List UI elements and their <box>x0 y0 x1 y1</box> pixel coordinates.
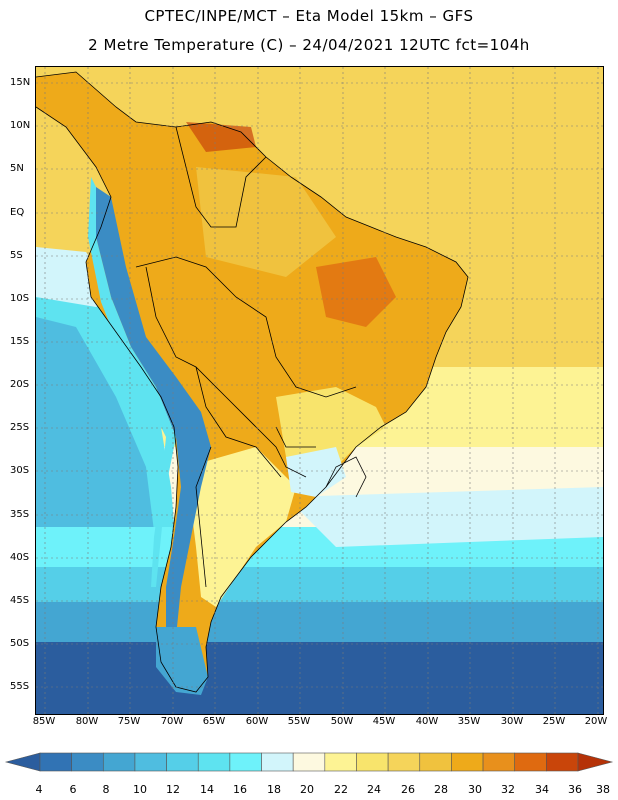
ocean-pale-atlantic <box>286 487 603 547</box>
colorbar-cell-14 <box>451 752 484 772</box>
map-canvas <box>36 67 603 714</box>
colorbar-cell-2 <box>71 752 104 772</box>
lon-label-60w: 60W <box>245 716 269 727</box>
colorbar-label-10: 10 <box>133 783 147 796</box>
lon-label-70w: 70W <box>160 716 184 727</box>
ocean-mid-south <box>36 602 603 647</box>
colorbar-cells <box>4 752 614 772</box>
land-hot-amazon <box>196 167 336 277</box>
colorbar-cell-8 <box>261 752 294 772</box>
lon-label-75w: 75W <box>117 716 141 727</box>
colorbar-label-38: 38 <box>596 783 610 796</box>
land-very-hot-brazil <box>316 257 396 327</box>
land-very-hot-venezuela <box>186 122 256 152</box>
colorbar-cell-4 <box>134 752 167 772</box>
colorbar-label-18: 18 <box>267 783 281 796</box>
colorbar-cell-6 <box>197 752 231 772</box>
colorbar-label-26: 26 <box>401 783 415 796</box>
colorbar-cell-18 <box>577 752 614 772</box>
colorbar-label-4: 4 <box>35 783 43 796</box>
lat-label-5n: 5N <box>10 163 24 174</box>
lat-label-5s: 5S <box>10 250 23 261</box>
colorbar-cell-0 <box>4 752 41 772</box>
lat-label-25s: 25S <box>10 422 30 433</box>
colorbar-cell-10 <box>324 752 357 772</box>
lat-label-10n: 10N <box>10 120 31 131</box>
lat-label-55s: 55S <box>10 681 30 692</box>
land-pale-argentina <box>186 447 296 607</box>
colorbar-label-34: 34 <box>535 783 549 796</box>
colorbar-label-16: 16 <box>233 783 247 796</box>
lat-label-15s: 15S <box>10 336 30 347</box>
colorbar-label-8: 8 <box>102 783 110 796</box>
colorbar-cell-7 <box>229 752 262 772</box>
lat-label-eq: EQ <box>10 207 25 218</box>
temperature-map <box>35 66 604 715</box>
lat-label-45s: 45S <box>10 595 30 606</box>
lat-label-30s: 30S <box>10 465 30 476</box>
south-brazil-pale <box>286 447 346 497</box>
colorbar-cell-5 <box>166 752 199 772</box>
colorbar <box>4 752 614 772</box>
colorbar-label-20: 20 <box>300 783 314 796</box>
colorbar-cell-12 <box>387 752 421 772</box>
country-borders <box>36 71 469 693</box>
colorbar-cell-9 <box>292 752 326 772</box>
lon-label-40w: 40W <box>415 716 439 727</box>
colorbar-cell-15 <box>482 752 516 772</box>
lon-label-45w: 45W <box>372 716 396 727</box>
lon-label-30w: 30W <box>500 716 524 727</box>
south-america-land <box>36 72 468 692</box>
ocean-cool-south <box>36 567 603 607</box>
colorbar-label-30: 30 <box>468 783 482 796</box>
lon-label-20w: 20W <box>584 716 608 727</box>
colorbar-label-36: 36 <box>568 783 582 796</box>
title-line-1: CPTEC/INPE/MCT – Eta Model 15km – GFS <box>144 7 474 25</box>
lat-label-20s: 20S <box>10 379 30 390</box>
colorbar-label-22: 22 <box>334 783 348 796</box>
lon-label-55w: 55W <box>287 716 311 727</box>
lon-label-85w: 85W <box>32 716 56 727</box>
colorbar-label-32: 32 <box>501 783 515 796</box>
lon-label-50w: 50W <box>330 716 354 727</box>
colorbar-cell-13 <box>419 752 452 772</box>
colorbar-cell-1 <box>39 752 72 772</box>
colorbar-label-28: 28 <box>434 783 448 796</box>
lat-label-35s: 35S <box>10 509 30 520</box>
lon-label-65w: 65W <box>202 716 226 727</box>
title-line-2: 2 Metre Temperature (C) – 24/04/2021 12U… <box>88 36 530 54</box>
colorbar-cell-3 <box>102 752 136 772</box>
lon-label-25w: 25W <box>542 716 566 727</box>
lat-label-50s: 50S <box>10 638 30 649</box>
colorbar-label-14: 14 <box>200 783 214 796</box>
lat-label-40s: 40S <box>10 552 30 563</box>
lat-label-15n: 15N <box>10 77 31 88</box>
andes-cold-strip <box>96 187 211 647</box>
colorbar-cell-11 <box>356 752 389 772</box>
colorbar-label-6: 6 <box>69 783 77 796</box>
colorbar-label-12: 12 <box>166 783 180 796</box>
ocean-deep-south <box>36 642 603 714</box>
lon-label-35w: 35W <box>457 716 481 727</box>
ocean-cool-pacific <box>36 317 156 547</box>
patagonia-cold <box>156 627 208 695</box>
lat-label-10s: 10S <box>10 293 30 304</box>
lon-label-80w: 80W <box>75 716 99 727</box>
colorbar-cell-17 <box>546 752 579 772</box>
colorbar-label-24: 24 <box>367 783 381 796</box>
colorbar-cell-16 <box>514 752 547 772</box>
